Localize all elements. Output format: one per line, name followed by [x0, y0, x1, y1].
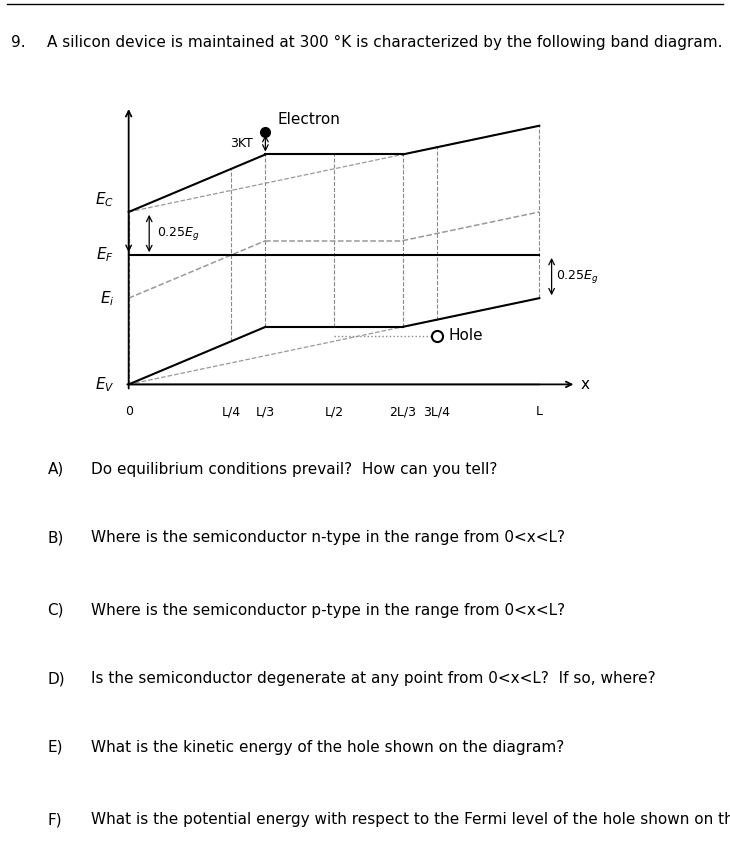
- Text: 9.: 9.: [11, 35, 26, 50]
- Text: $E_C$: $E_C$: [95, 190, 115, 209]
- Text: Is the semiconductor degenerate at any point from 0<x<L?  If so, where?: Is the semiconductor degenerate at any p…: [91, 671, 656, 687]
- Text: $0.25E_g$: $0.25E_g$: [158, 225, 200, 242]
- Text: E): E): [47, 740, 63, 755]
- Text: L: L: [536, 405, 543, 418]
- Text: L/2: L/2: [324, 405, 344, 418]
- Text: What is the kinetic energy of the hole shown on the diagram?: What is the kinetic energy of the hole s…: [91, 740, 564, 755]
- Text: $E_F$: $E_F$: [96, 245, 115, 264]
- Text: A silicon device is maintained at 300 °K is characterized by the following band : A silicon device is maintained at 300 °K…: [47, 35, 723, 50]
- Text: 3KT: 3KT: [231, 137, 253, 150]
- Text: 2L/3: 2L/3: [389, 405, 416, 418]
- Text: D): D): [47, 671, 65, 687]
- Text: $0.25E_g$: $0.25E_g$: [556, 268, 598, 285]
- Text: 3L/4: 3L/4: [423, 405, 450, 418]
- Text: F): F): [47, 812, 62, 828]
- Text: $E_i$: $E_i$: [100, 289, 115, 308]
- Text: C): C): [47, 603, 64, 618]
- Text: L/3: L/3: [255, 405, 275, 418]
- Text: 0: 0: [125, 405, 133, 418]
- Text: Where is the semiconductor n-type in the range from 0<x<L?: Where is the semiconductor n-type in the…: [91, 530, 565, 545]
- Text: B): B): [47, 530, 64, 545]
- Text: L/4: L/4: [222, 405, 241, 418]
- Text: Do equilibrium conditions prevail?  How can you tell?: Do equilibrium conditions prevail? How c…: [91, 462, 498, 477]
- Text: What is the potential energy with respect to the Fermi level of the hole shown o: What is the potential energy with respec…: [91, 812, 730, 828]
- Text: $E_V$: $E_V$: [95, 375, 115, 394]
- Text: Hole: Hole: [449, 328, 483, 343]
- Text: Electron: Electron: [277, 112, 341, 127]
- Text: A): A): [47, 462, 64, 477]
- Text: x: x: [580, 377, 589, 392]
- Text: Where is the semiconductor p-type in the range from 0<x<L?: Where is the semiconductor p-type in the…: [91, 603, 565, 618]
